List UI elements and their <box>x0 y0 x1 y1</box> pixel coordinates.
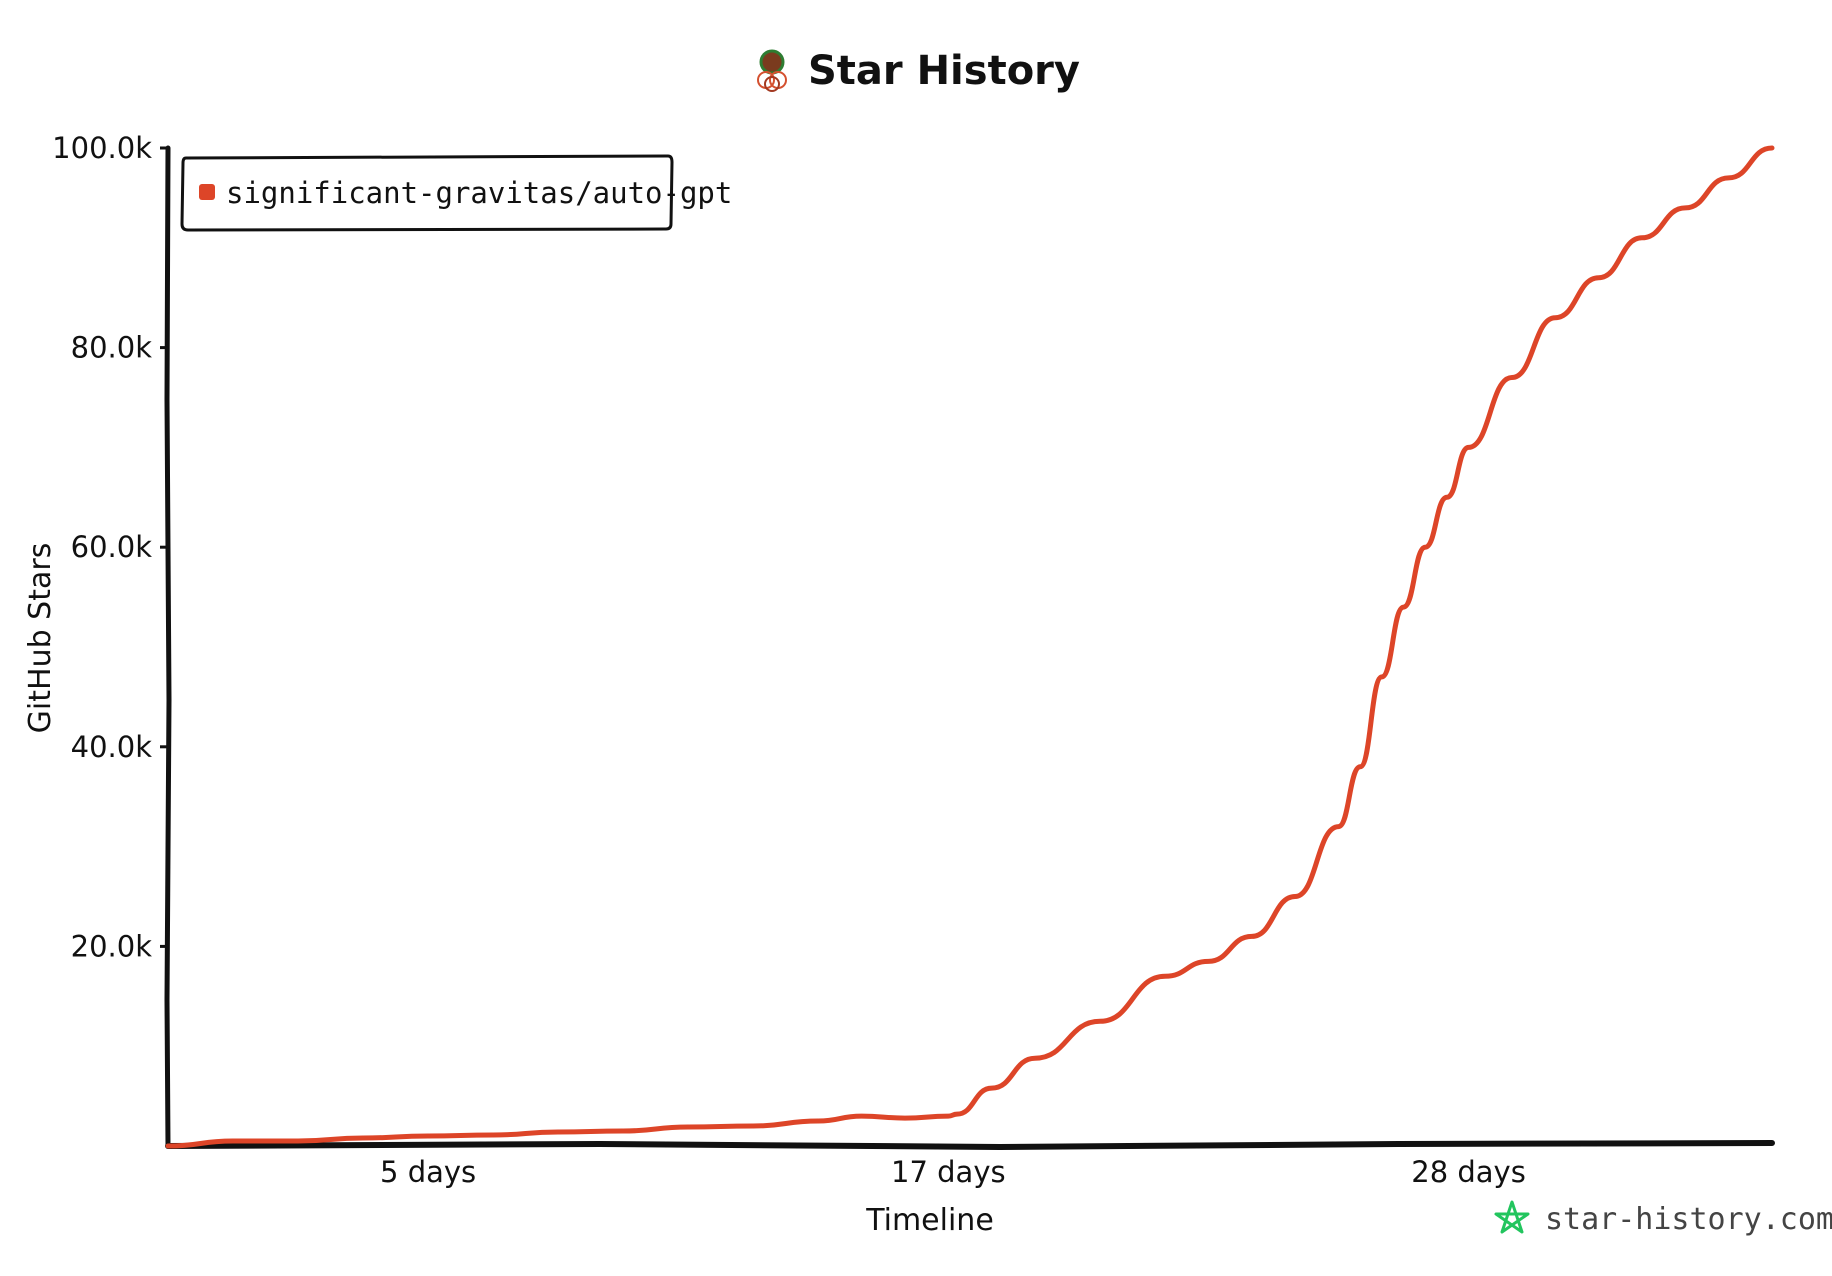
legend-label: significant-gravitas/auto-gpt <box>226 176 732 210</box>
star-history-logo-icon <box>757 49 787 92</box>
y-tick-label: 60.0k <box>71 530 153 564</box>
watermark-text: star-history.com <box>1545 1202 1832 1237</box>
chart-title: Star History <box>808 48 1080 94</box>
y-axis-title: GitHub Stars <box>23 543 58 734</box>
x-axis-title: Timeline <box>865 1203 994 1238</box>
y-axis-line <box>164 145 172 1149</box>
legend: significant-gravitas/auto-gpt <box>180 154 732 232</box>
x-tick-label: 5 days <box>380 1155 476 1189</box>
axes <box>164 145 1775 1151</box>
y-tick-label: 40.0k <box>71 730 153 764</box>
y-tick-label: 80.0k <box>71 331 153 365</box>
series-line <box>165 145 1775 1149</box>
x-tick-label: 17 days <box>891 1155 1006 1189</box>
x-tick-label: 28 days <box>1411 1155 1526 1189</box>
x-axis-line <box>165 1140 1775 1151</box>
chart-title-group: Star History <box>757 48 1080 94</box>
watermark: star-history.com <box>1494 1200 1832 1237</box>
x-tick-group: 5 days 17 days 28 days <box>380 1155 1526 1189</box>
y-tick-label: 20.0k <box>71 929 153 963</box>
legend-box <box>180 154 674 232</box>
star-icon <box>1494 1200 1530 1234</box>
legend-swatch <box>199 184 215 200</box>
series-group <box>165 145 1775 1149</box>
y-tick-group: 20.0k 40.0k 60.0k 80.0k 100.0k <box>52 131 168 963</box>
y-tick-label: 100.0k <box>52 131 152 165</box>
